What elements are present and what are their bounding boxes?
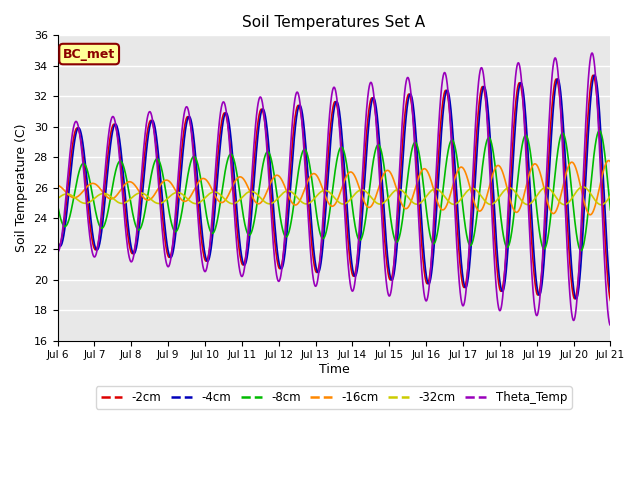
-16cm bbox=[536, 169, 544, 175]
-2cm bbox=[607, 298, 614, 303]
Title: Soil Temperatures Set A: Soil Temperatures Set A bbox=[243, 15, 426, 30]
-2cm bbox=[116, 158, 124, 164]
-4cm bbox=[150, 119, 157, 124]
-2cm bbox=[290, 128, 298, 134]
-4cm bbox=[290, 144, 298, 150]
-8cm bbox=[54, 202, 61, 208]
-32cm bbox=[597, 202, 605, 208]
Line: -16cm: -16cm bbox=[58, 161, 611, 215]
-8cm bbox=[150, 163, 157, 168]
Line: Theta_Temp: Theta_Temp bbox=[58, 53, 611, 325]
-8cm bbox=[536, 233, 544, 239]
-32cm bbox=[536, 189, 544, 194]
Y-axis label: Soil Temperature (C): Soil Temperature (C) bbox=[15, 124, 28, 252]
-4cm bbox=[536, 291, 544, 297]
-32cm bbox=[116, 200, 124, 206]
Theta_Temp bbox=[588, 50, 596, 56]
Theta_Temp bbox=[536, 293, 544, 299]
-32cm bbox=[607, 193, 614, 199]
-4cm bbox=[266, 152, 273, 158]
-32cm bbox=[150, 198, 157, 204]
Line: -2cm: -2cm bbox=[58, 75, 611, 300]
-16cm bbox=[607, 159, 614, 165]
-16cm bbox=[290, 202, 298, 207]
Line: -8cm: -8cm bbox=[58, 131, 611, 251]
-8cm bbox=[290, 204, 298, 209]
Text: BC_met: BC_met bbox=[63, 48, 115, 60]
Theta_Temp bbox=[150, 123, 157, 129]
Theta_Temp bbox=[54, 249, 61, 255]
Theta_Temp bbox=[290, 107, 298, 113]
Line: -4cm: -4cm bbox=[58, 75, 611, 299]
-32cm bbox=[266, 201, 273, 207]
-8cm bbox=[596, 128, 604, 133]
-4cm bbox=[54, 238, 61, 243]
-4cm bbox=[116, 144, 124, 150]
-8cm bbox=[577, 248, 585, 253]
-16cm bbox=[150, 193, 157, 199]
Theta_Temp bbox=[607, 323, 614, 328]
-8cm bbox=[266, 151, 273, 156]
Legend: -2cm, -4cm, -8cm, -16cm, -32cm, Theta_Temp: -2cm, -4cm, -8cm, -16cm, -32cm, Theta_Te… bbox=[96, 386, 572, 408]
-4cm bbox=[596, 116, 604, 121]
-8cm bbox=[607, 207, 614, 213]
-2cm bbox=[54, 242, 61, 248]
-4cm bbox=[572, 296, 580, 302]
-16cm bbox=[605, 158, 612, 164]
-16cm bbox=[586, 212, 594, 217]
-2cm bbox=[589, 72, 597, 78]
-4cm bbox=[591, 72, 598, 78]
-32cm bbox=[290, 191, 298, 196]
-8cm bbox=[596, 128, 604, 134]
-16cm bbox=[54, 182, 61, 188]
X-axis label: Time: Time bbox=[319, 363, 349, 376]
-2cm bbox=[266, 171, 273, 177]
-2cm bbox=[536, 285, 544, 291]
-4cm bbox=[607, 288, 614, 294]
-32cm bbox=[54, 196, 61, 202]
-16cm bbox=[116, 187, 124, 193]
Theta_Temp bbox=[116, 168, 124, 173]
-2cm bbox=[150, 124, 157, 130]
Line: -32cm: -32cm bbox=[58, 187, 611, 205]
-16cm bbox=[266, 182, 273, 188]
Theta_Temp bbox=[596, 151, 604, 157]
-2cm bbox=[596, 137, 604, 143]
-32cm bbox=[596, 202, 604, 207]
Theta_Temp bbox=[266, 186, 273, 192]
-32cm bbox=[579, 184, 587, 190]
-16cm bbox=[596, 183, 604, 189]
-8cm bbox=[116, 158, 124, 164]
